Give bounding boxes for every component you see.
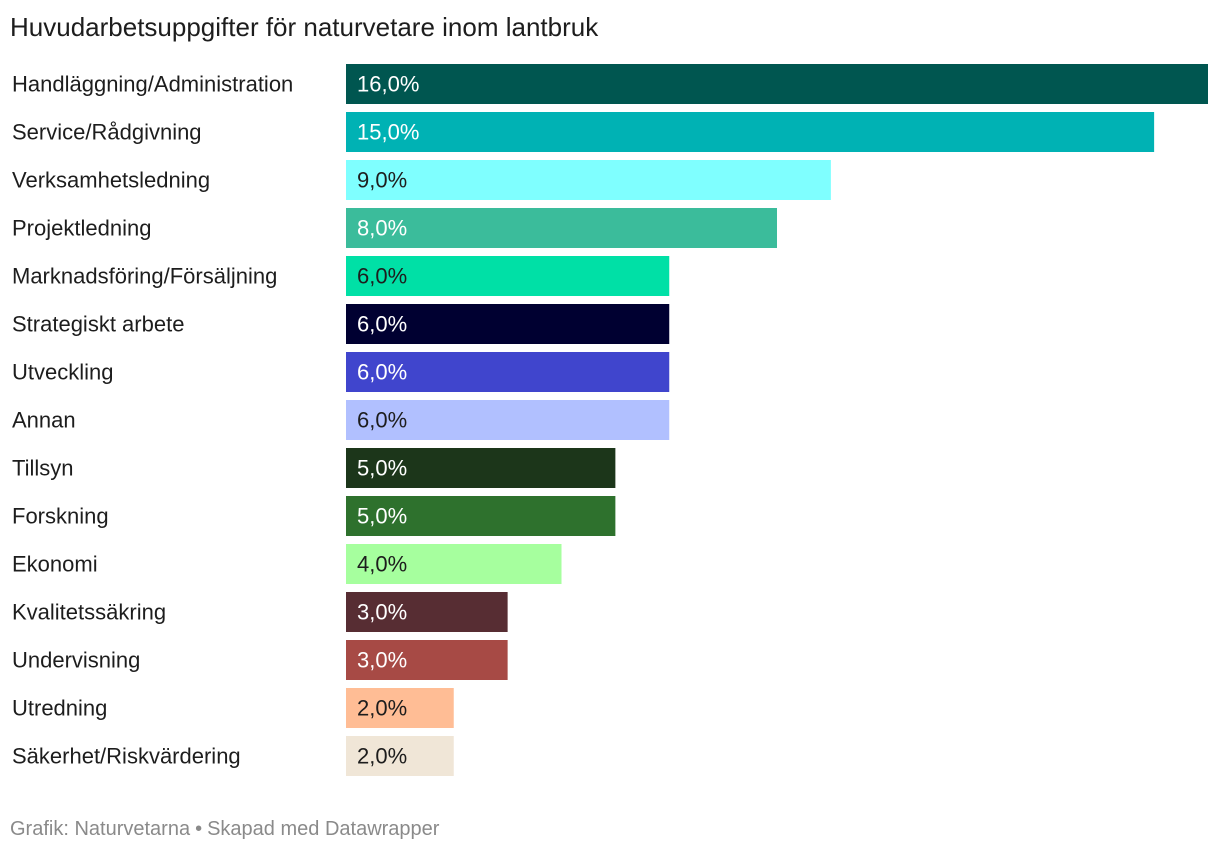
bar-verksamhetsledning	[346, 160, 831, 200]
bar-utredning	[346, 688, 454, 728]
value-label-forskning: 5,0%	[357, 504, 407, 529]
value-label-handlaggning-administration: 16,0%	[357, 72, 419, 97]
category-label-service-radgivning: Service/Rådgivning	[12, 120, 202, 145]
value-label-projektledning: 8,0%	[357, 216, 407, 241]
chart-footer: Grafik: Naturvetarna • Skapad med Datawrap…	[10, 816, 439, 842]
value-label-undervisning: 3,0%	[357, 648, 407, 673]
bar-marknadsforing-forsaljning	[346, 256, 670, 296]
value-label-marknadsforing-forsaljning: 6,0%	[357, 264, 407, 289]
bar-sakerhet-riskvardering	[346, 736, 454, 776]
bar-ekonomi	[346, 544, 562, 584]
value-label-annan: 6,0%	[357, 408, 407, 433]
category-label-utveckling: Utveckling	[12, 360, 113, 385]
datawrapper-credit: Skapad med Datawrapper	[207, 818, 440, 840]
footer-separator: •	[195, 818, 203, 840]
category-label-ekonomi: Ekonomi	[12, 552, 98, 577]
category-label-sakerhet-riskvardering: Säkerhet/Riskvärdering	[12, 744, 241, 769]
category-label-utredning: Utredning	[12, 696, 107, 721]
value-label-utveckling: 6,0%	[357, 360, 407, 385]
bar-undervisning	[346, 640, 508, 680]
category-label-handlaggning-administration: Handläggning/Administration	[12, 72, 293, 97]
bar-utveckling	[346, 352, 670, 392]
category-label-marknadsforing-forsaljning: Marknadsföring/Försäljning	[12, 264, 277, 289]
category-label-forskning: Forskning	[12, 504, 109, 529]
category-label-tillsyn: Tillsyn	[12, 456, 74, 481]
bar-handlaggning-administration	[346, 64, 1208, 104]
value-label-tillsyn: 5,0%	[357, 456, 407, 481]
bar-kvalitetssakring	[346, 592, 508, 632]
value-label-verksamhetsledning: 9,0%	[357, 168, 407, 193]
value-label-ekonomi: 4,0%	[357, 552, 407, 577]
bar-service-radgivning	[346, 112, 1155, 152]
bar-forskning	[346, 496, 616, 536]
bar-tillsyn	[346, 448, 616, 488]
category-label-strategiskt-arbete: Strategiskt arbete	[12, 312, 184, 337]
category-label-annan: Annan	[12, 408, 76, 433]
category-label-undervisning: Undervisning	[12, 648, 140, 673]
chart-title: Huvudarbetsuppgifter för naturvetare ino…	[10, 12, 599, 42]
value-label-strategiskt-arbete: 6,0%	[357, 312, 407, 337]
bar-projektledning	[346, 208, 777, 248]
category-label-projektledning: Projektledning	[12, 216, 151, 241]
bar-strategiskt-arbete	[346, 304, 670, 344]
value-label-service-radgivning: 15,0%	[357, 120, 419, 145]
value-label-utredning: 2,0%	[357, 696, 407, 721]
category-label-kvalitetssakring: Kvalitetssäkring	[12, 600, 166, 625]
value-label-kvalitetssakring: 3,0%	[357, 600, 407, 625]
value-label-sakerhet-riskvardering: 2,0%	[357, 744, 407, 769]
bar-annan	[346, 400, 670, 440]
source-credit: Grafik: Naturvetarna	[10, 818, 191, 840]
category-label-verksamhetsledning: Verksamhetsledning	[12, 168, 210, 193]
